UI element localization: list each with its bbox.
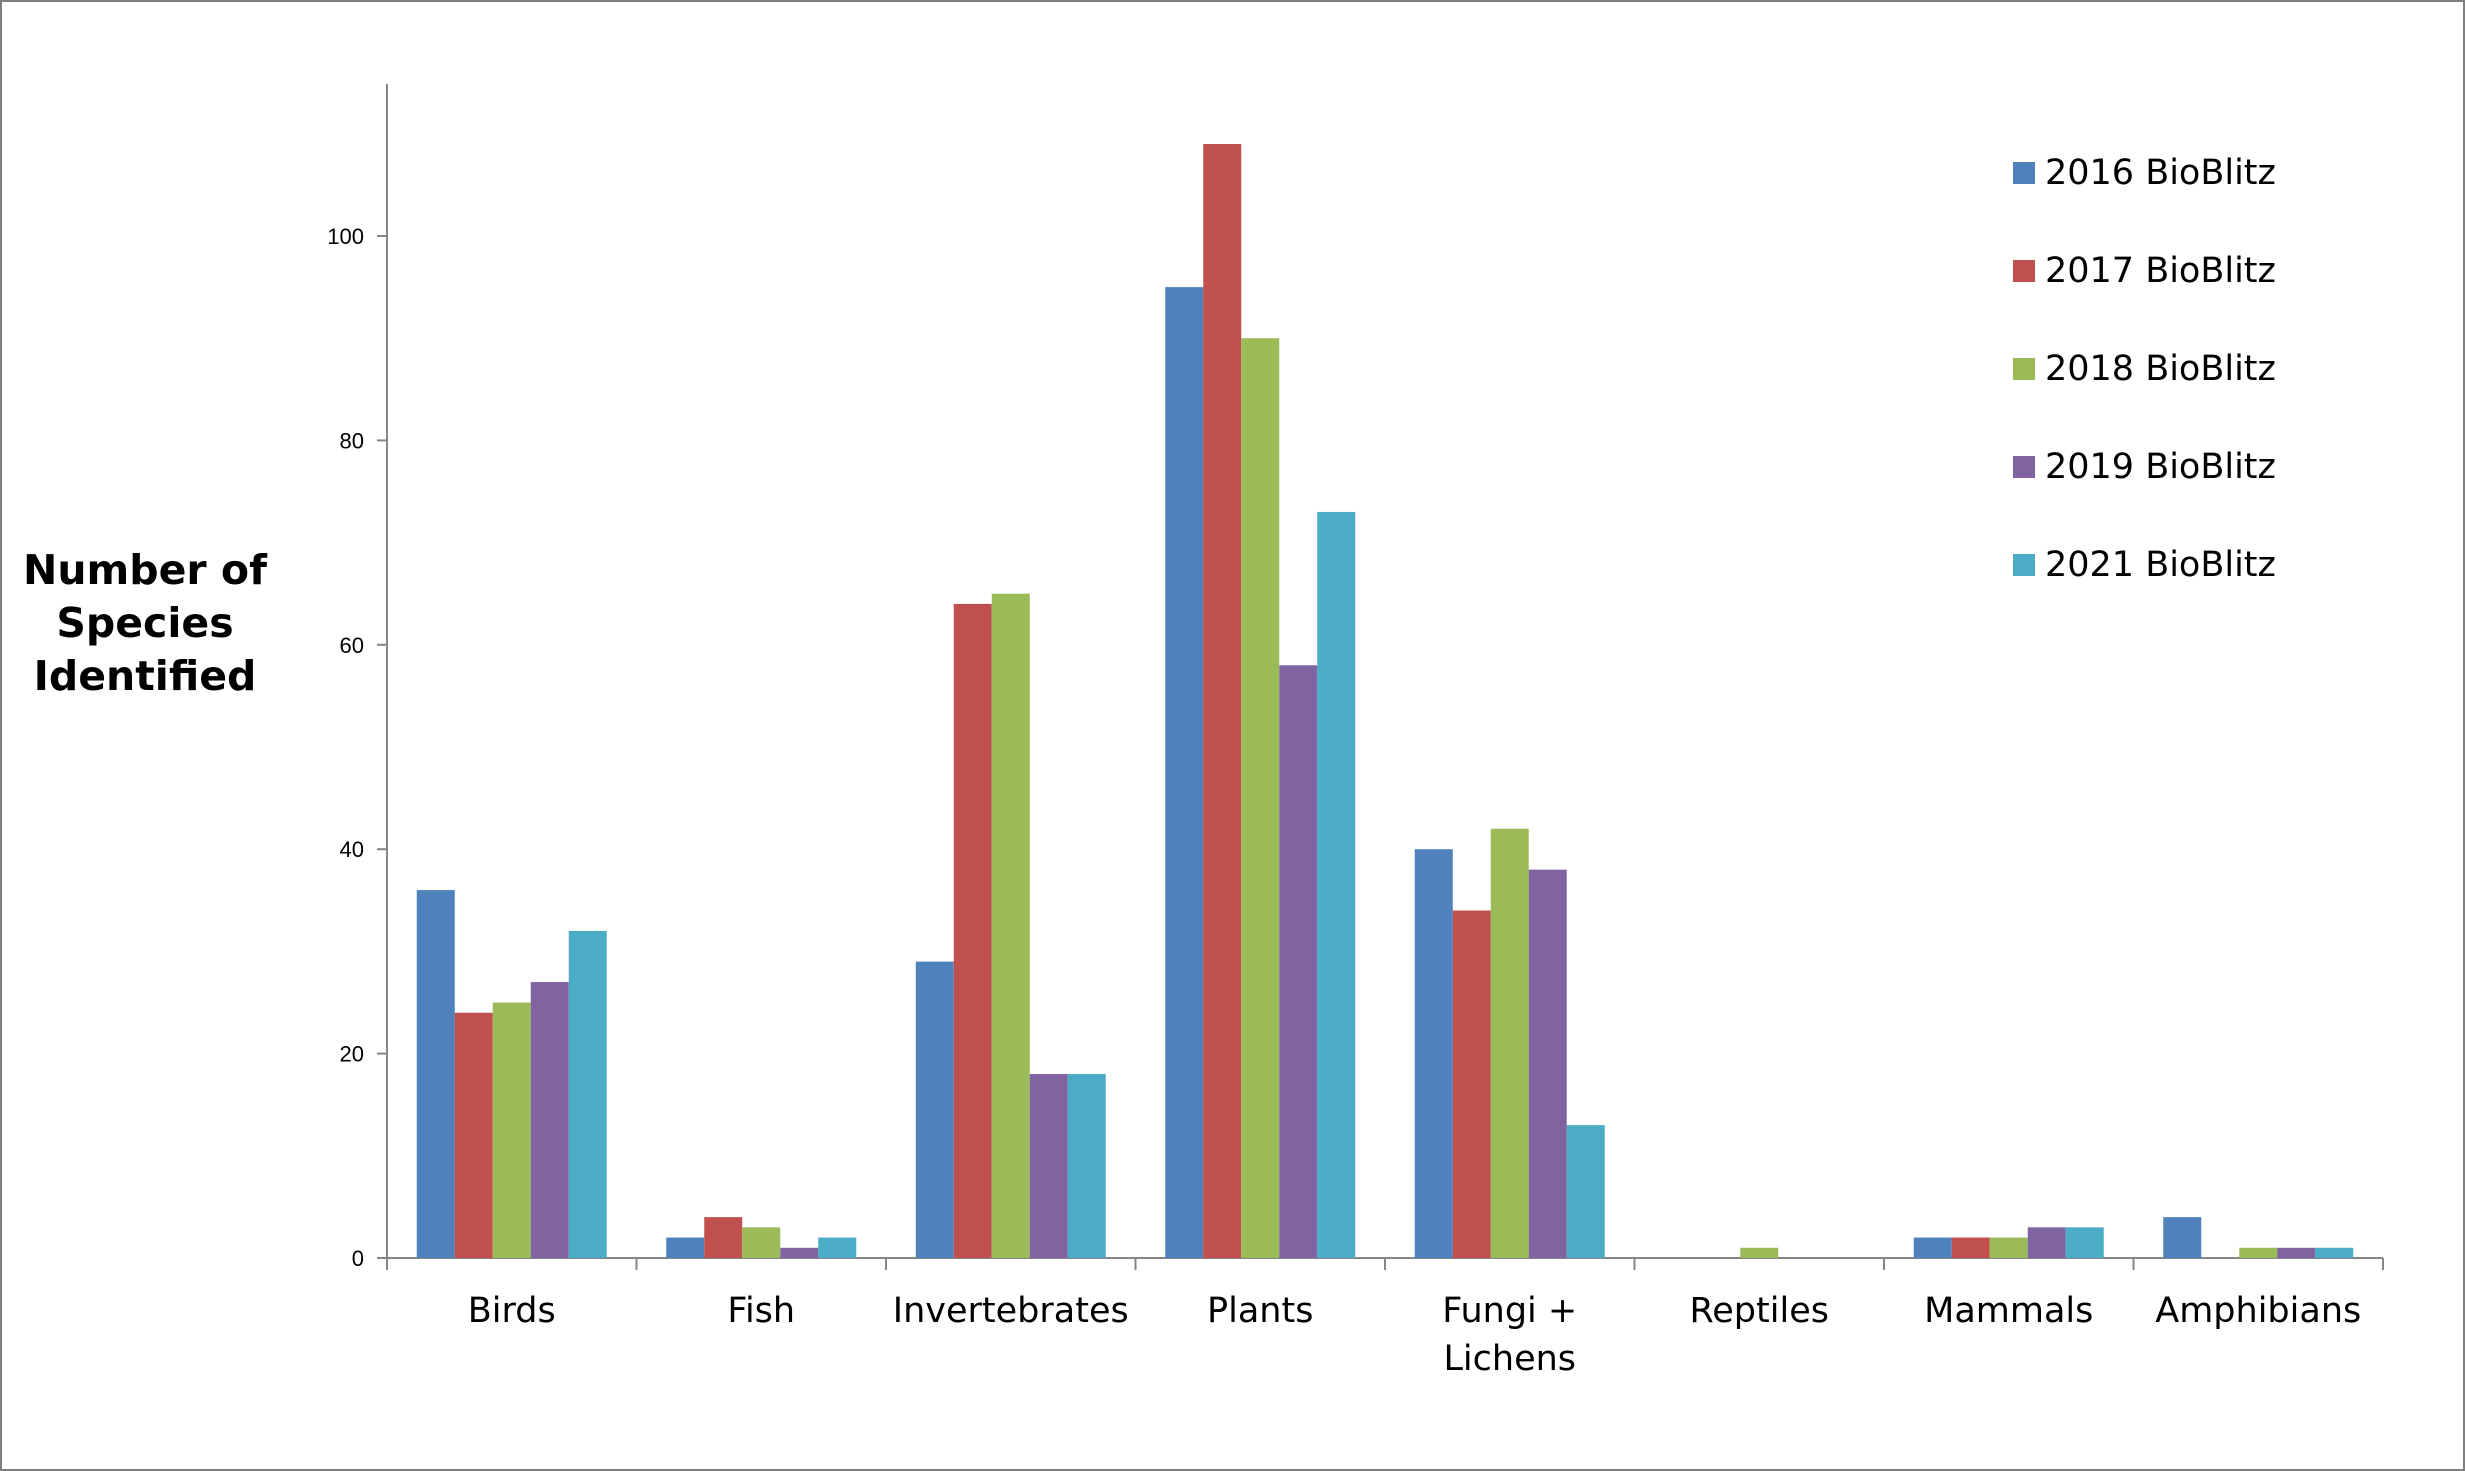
category-labels: Birds Fish Invertebrates Plants Fungi + Liche… [468, 1291, 2361, 1379]
y-tick-label: 60 [340, 633, 364, 658]
bar [416, 890, 455, 1258]
bars [416, 144, 2354, 1259]
legend-swatch [2013, 554, 2035, 576]
legend-label: 2019 BioBlitz [2045, 447, 2276, 487]
category-label: Plants [1207, 1291, 1313, 1331]
bar [1279, 665, 1318, 1258]
category-label: Birds [468, 1291, 556, 1331]
bar [991, 593, 1030, 1258]
bar [704, 1217, 743, 1258]
bar [1203, 144, 1242, 1258]
bar [1951, 1237, 1990, 1258]
bar [1528, 869, 1567, 1258]
bar [1989, 1237, 2028, 1258]
legend-swatch [2013, 260, 2035, 282]
category-label: Lichens [1443, 1339, 1576, 1379]
bar [953, 603, 992, 1258]
category-label: Amphibians [2155, 1291, 2361, 1331]
legend-swatch [2013, 358, 2035, 380]
category-label: Mammals [1924, 1291, 2093, 1331]
bar [666, 1237, 705, 1258]
category-label: Reptiles [1690, 1291, 1829, 1331]
bar [2027, 1227, 2066, 1258]
bar [2163, 1217, 2202, 1258]
bar [1452, 910, 1491, 1258]
legend-label: 2021 BioBlitz [2045, 545, 2276, 585]
bar [1067, 1074, 1106, 1258]
bar [568, 930, 607, 1258]
y-axis-title-line: Identified [34, 652, 257, 700]
category-label: Fish [727, 1291, 795, 1331]
category-label: Invertebrates [893, 1291, 1129, 1331]
y-tick-label: 20 [340, 1042, 364, 1067]
legend-label: 2018 BioBlitz [2045, 349, 2276, 389]
y-axis-title: Number of Species Identified [23, 546, 268, 700]
bar [2065, 1227, 2104, 1258]
y-tick-label: 40 [340, 837, 364, 862]
bar [2239, 1247, 2278, 1258]
bar [915, 961, 954, 1258]
legend-label: 2016 BioBlitz [2045, 153, 2276, 193]
y-axis-title-line: Number of [23, 546, 268, 594]
legend-swatch [2013, 456, 2035, 478]
bar [1913, 1237, 1952, 1258]
bar [492, 1002, 531, 1258]
bar [1029, 1074, 1068, 1258]
bar [1241, 338, 1280, 1258]
bar [2315, 1247, 2354, 1258]
bar [742, 1227, 781, 1258]
bar [1414, 849, 1453, 1258]
bar [1317, 511, 1356, 1258]
y-tick-label: 80 [340, 428, 364, 453]
bar [530, 982, 569, 1258]
bar [1740, 1247, 1779, 1258]
bar [818, 1237, 857, 1258]
legend: 2016 BioBlitz 2017 BioBlitz 2018 BioBlitz 2… [2013, 153, 2276, 585]
y-tick-label: 0 [352, 1246, 364, 1271]
bar [1566, 1125, 1605, 1258]
bar [454, 1012, 493, 1258]
bar [1490, 828, 1529, 1258]
bar [2277, 1247, 2316, 1258]
y-tick-label: 100 [327, 224, 364, 249]
y-axis-title-line: Species [56, 599, 233, 647]
bar [1165, 287, 1204, 1259]
legend-swatch [2013, 162, 2035, 184]
y-tick-labels: 0 20 40 60 80 100 [327, 224, 364, 1271]
legend-label: 2017 BioBlitz [2045, 251, 2276, 291]
category-label: Fungi + [1442, 1291, 1577, 1331]
bar [780, 1247, 819, 1258]
